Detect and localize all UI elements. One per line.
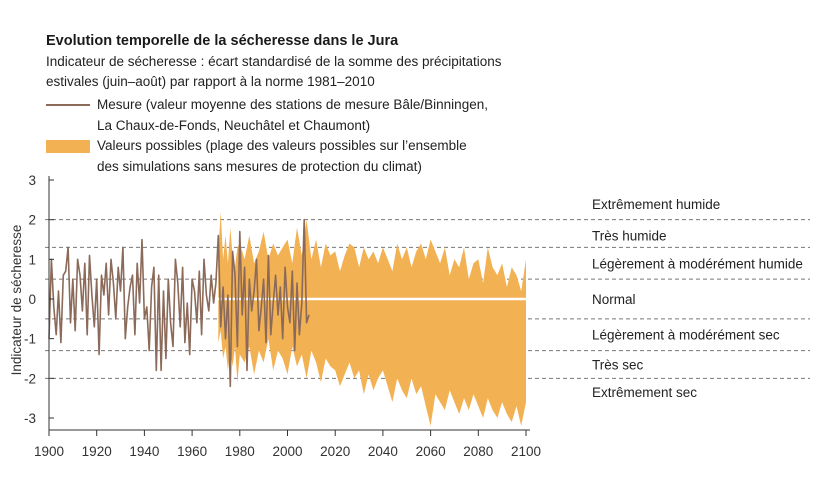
category-label-0: Extrêmement humide [592,197,720,212]
range-area [218,211,527,426]
category-label-3: Normal [592,292,636,307]
chart-subtitle-line1: Indicateur de sécheresse : écart standar… [46,54,502,69]
category-labels: Extrêmement humide Très humide Légèrement … [592,197,803,400]
y-tick-label: -1 [24,332,36,347]
legend-measure-label-line1: Mesure (valeur moyenne des stations de m… [97,97,488,112]
x-tick-label: 1940 [129,444,159,459]
chart-title: Evolution temporelle de la sécheresse da… [46,33,399,49]
x-tick-label: 2020 [320,444,350,459]
x-tick-label: 1920 [82,444,112,459]
x-tick-label: 2060 [416,444,446,459]
chart-subtitle-line2: estivales (juin–août) par rapport à la n… [46,74,375,89]
category-label-6: Extrêmement sec [592,385,697,400]
x-tick-label: 1900 [34,444,64,459]
measure-series-line [48,218,310,388]
legend-measure-label-line2: La Chaux-de-Fonds, Neuchâtel et Chaumont… [97,118,371,133]
y-tick-label: -3 [24,411,36,426]
threshold-lines [45,219,810,379]
y-tick-label: -2 [24,371,36,386]
x-tick-label: 1960 [177,444,207,459]
legend-range-label-line1: Valeurs possibles (plage des valeurs pos… [97,138,467,153]
x-tick-label: 2080 [463,444,493,459]
category-label-5: Très sec [592,357,644,372]
category-label-4: Légèrement à modérément sec [592,328,780,343]
category-label-2: Légèrement à modérément humide [592,256,803,271]
legend-measure-line-icon [46,104,90,106]
legend-range-swatch-icon [46,140,90,153]
y-tick-label: 3 [28,173,36,188]
legend-range-label-line2: des simulations sans mesures de protecti… [97,159,422,174]
measure-line [48,218,310,388]
y-tick-label: 1 [28,252,36,267]
x-tick-label: 2040 [368,444,398,459]
y-tick-label: 2 [28,213,36,228]
axes: 3 2 1 0 -1 -2 -3 1900 1920 1940 1960 1980 2000 2020 20… [24,173,541,459]
y-axis-label: Indicateur de sécheresse [9,225,24,376]
x-tick-label: 2100 [511,444,541,459]
category-label-1: Très humide [592,229,667,244]
range-band [218,211,527,426]
x-tick-label: 1980 [225,444,255,459]
y-tick-label: 0 [28,292,36,307]
x-tick-label: 2000 [272,444,302,459]
